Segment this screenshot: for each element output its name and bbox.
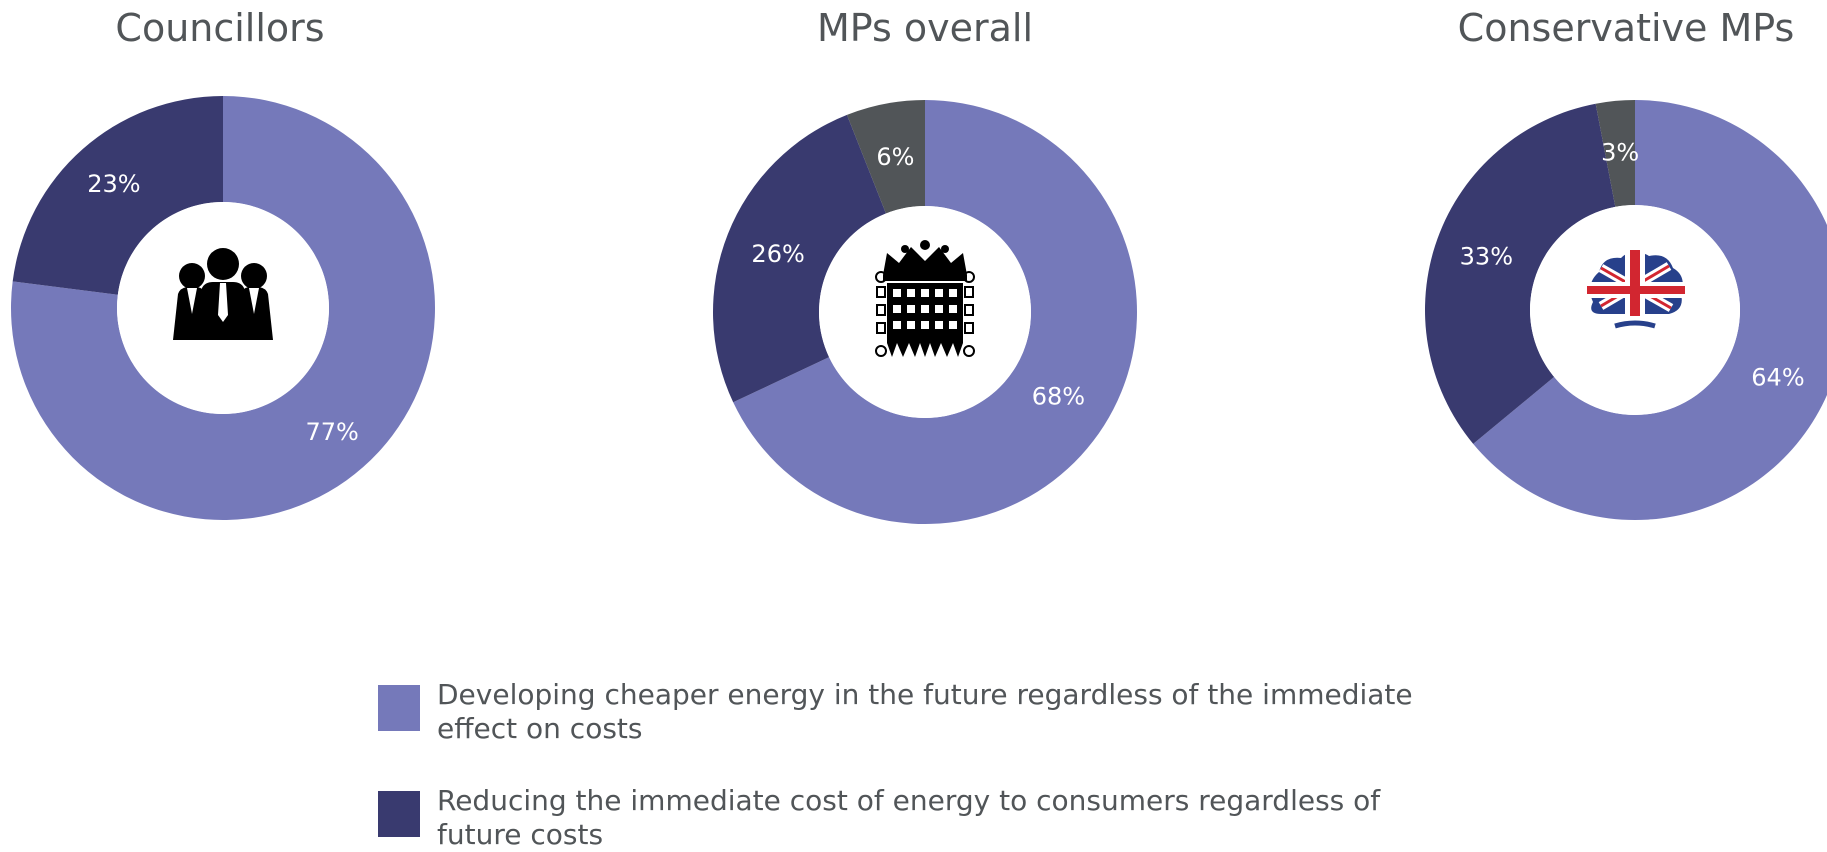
chart-title: Councillors [115, 6, 325, 50]
donut-chart-svg: 77% 23% [11, 96, 436, 520]
slice-label-developing: 64% [1751, 363, 1804, 391]
slice-developing [1473, 100, 1827, 520]
slice-reducing [1425, 103, 1616, 444]
legend-label: Developing cheaper energy in the future … [437, 678, 1413, 745]
chart-title: MPs overall [816, 6, 1034, 50]
donut-chart-svg: 64% 33% 3% [1425, 100, 1827, 520]
slice-other [1595, 100, 1635, 207]
portcullis-icon [875, 240, 975, 357]
slice-label-other: 6% [876, 143, 914, 171]
donut-chart-conservative-mps: Conservative MPs 64% 33% 3% [1410, 0, 1827, 540]
slice-label-developing: 68% [1032, 383, 1085, 411]
slice-developing [11, 96, 436, 520]
slice-label-reducing: 23% [87, 170, 140, 198]
people-icon [173, 248, 273, 340]
donut-chart-svg: 68% 26% 6% [713, 100, 1137, 524]
slice-developing [733, 100, 1137, 524]
legend-label: Reducing the immediate cost of energy to… [437, 784, 1381, 851]
slice-label-reducing: 26% [751, 240, 804, 268]
legend-swatch [378, 685, 420, 731]
slice-reducing [12, 96, 224, 295]
slice-label-other: 3% [1601, 139, 1639, 167]
slice-label-developing: 77% [305, 418, 358, 446]
legend-swatch [378, 791, 420, 837]
slice-reducing [713, 114, 886, 403]
donut-chart-mps-overall: MPs overall 68% 26% 6% [700, 0, 1150, 540]
donut-chart-councillors: Councillors 77% 23% [0, 0, 440, 540]
conservative-tree-icon [1587, 250, 1685, 329]
slice-label-reducing: 33% [1460, 242, 1513, 270]
slice-other [846, 100, 925, 214]
chart-title: Conservative MPs [1457, 6, 1795, 50]
